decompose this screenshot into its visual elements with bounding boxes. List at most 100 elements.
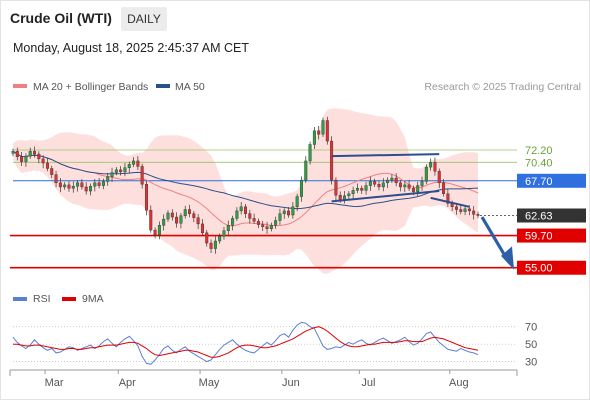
candle — [183, 205, 187, 219]
candle — [54, 170, 58, 188]
candle — [101, 178, 105, 190]
candle — [355, 183, 359, 194]
candle — [110, 167, 114, 182]
candle — [235, 207, 239, 222]
last-price-label-box — [517, 208, 586, 223]
candle-body — [54, 174, 58, 184]
candle-body — [183, 209, 187, 216]
candles — [11, 116, 480, 254]
candle — [157, 221, 161, 240]
candle — [360, 185, 364, 194]
candle — [261, 220, 265, 232]
candle-body — [222, 230, 226, 237]
candle-body — [123, 167, 127, 173]
candle-body — [218, 236, 222, 242]
candle-body — [420, 181, 424, 186]
candle-body — [411, 188, 415, 192]
candle-body — [93, 182, 97, 187]
candle-body — [213, 240, 217, 249]
candle — [196, 213, 200, 230]
candle-body — [58, 182, 62, 188]
candle-body — [24, 155, 28, 162]
candle — [222, 226, 226, 240]
candle — [390, 174, 394, 183]
candle-body — [80, 182, 84, 188]
ma50-line — [12, 150, 479, 210]
candle — [37, 151, 41, 164]
chart-header: Crude Oil (WTI) DAILY — [0, 0, 590, 34]
candle-body — [416, 185, 420, 192]
candle-body — [67, 184, 71, 189]
rsi-line — [12, 321, 479, 365]
candle-body — [278, 213, 282, 221]
candle — [175, 212, 179, 228]
candle-body — [377, 184, 381, 188]
candle — [28, 147, 32, 159]
candle-body — [368, 181, 372, 186]
candle — [454, 203, 458, 215]
candle — [166, 210, 170, 222]
candle-body — [200, 223, 204, 234]
candle-body — [196, 217, 200, 225]
candle-body — [89, 186, 92, 192]
candle — [50, 165, 54, 179]
candle-body — [170, 212, 174, 218]
candle-body — [244, 206, 247, 214]
candle-body — [101, 181, 105, 186]
candle-body — [140, 166, 144, 185]
candle — [446, 189, 450, 207]
candle-body — [360, 188, 364, 191]
candle-body — [76, 182, 80, 187]
resistance-label: 70.40 — [525, 157, 553, 169]
timeframe-badge[interactable]: DAILY — [121, 7, 167, 31]
candle — [20, 152, 24, 166]
candle-body — [50, 168, 54, 175]
price-legend: MA 20 + Bollinger Bands MA 50 Research ©… — [13, 81, 581, 93]
candle — [459, 204, 463, 215]
candle-body — [282, 210, 286, 214]
pivot-label-box — [517, 173, 586, 188]
candle-body — [364, 185, 368, 191]
rsi-ma-legend-swatch — [62, 297, 76, 301]
forecast-arrow-shaft — [480, 216, 510, 262]
candle-body — [269, 225, 273, 229]
candle-body — [386, 179, 390, 184]
bollinger-band-fill — [13, 108, 478, 274]
x-tick-label: Apr — [119, 377, 136, 389]
candle — [218, 233, 222, 244]
rsi-ma-legend-label: 9MA — [82, 293, 104, 305]
candle — [200, 219, 204, 236]
candle-body — [287, 210, 291, 216]
candle — [304, 156, 308, 183]
candle — [205, 230, 209, 247]
candle — [252, 213, 256, 224]
candle-body — [274, 220, 278, 226]
candle-body — [381, 182, 385, 188]
bollinger-band-area — [13, 108, 478, 274]
copyright-text: Research © 2025 Trading Central — [424, 81, 581, 93]
candle-body — [261, 224, 265, 227]
candle-body — [71, 186, 75, 189]
x-axis: Mar Apr May Jun Jul Aug — [9, 369, 518, 389]
candle — [317, 126, 321, 140]
candle — [368, 176, 372, 191]
candle — [424, 164, 428, 185]
candle — [334, 177, 338, 201]
candle — [437, 168, 441, 189]
candle-body — [175, 216, 179, 224]
candle-body — [390, 177, 394, 181]
candle-body — [209, 242, 213, 249]
candle — [93, 179, 97, 192]
candle-body — [351, 190, 355, 194]
candle — [325, 116, 329, 145]
rsi-tick-label: 50 — [525, 339, 537, 351]
rsi-ma-line — [13, 326, 479, 358]
candle-body — [162, 218, 166, 226]
candle — [394, 173, 398, 187]
candle-body — [325, 120, 329, 142]
support-label-box — [517, 228, 586, 243]
candle — [256, 218, 260, 229]
lower-channel-line — [331, 190, 440, 203]
